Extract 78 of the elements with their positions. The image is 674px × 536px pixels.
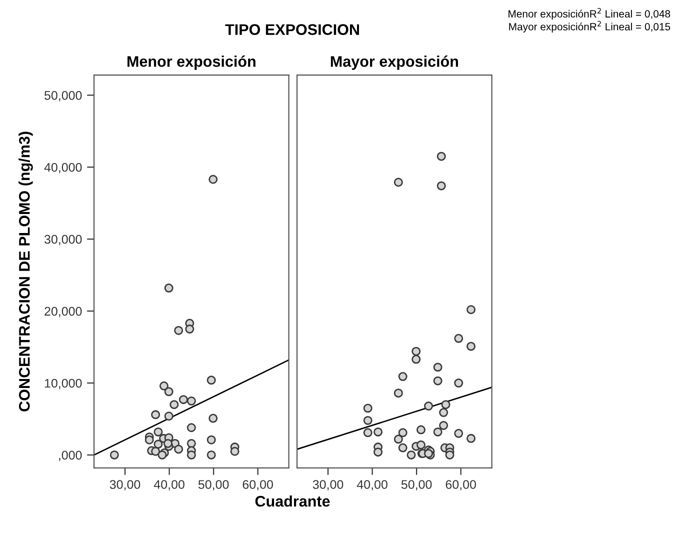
x-tick-label: 30,00: [312, 480, 344, 490]
text: Menor exposiciónR$^{2}$ Lineal = 0,048: [508, 8, 670, 20]
point: [439, 420, 448, 430]
y-tick-label: 10,000: [44, 378, 82, 390]
point: [398, 443, 408, 452]
point: [230, 446, 240, 456]
point: [363, 428, 372, 438]
x-tick-label: 50,00: [198, 480, 229, 490]
point: [178, 395, 188, 404]
point: [186, 423, 196, 432]
y-tick-label: 30,000: [44, 234, 82, 246]
point: [185, 324, 194, 334]
point: [206, 450, 216, 460]
point: [394, 178, 403, 187]
y-tick-label: 20,000: [44, 306, 82, 318]
point: [164, 387, 174, 396]
point: [144, 435, 154, 444]
point: [374, 448, 383, 457]
point: [466, 434, 476, 443]
point: [416, 440, 426, 450]
point: [374, 427, 383, 436]
y-tick-label: ,000: [59, 450, 82, 462]
x-tick-label: 40,00: [154, 480, 184, 490]
text: TIPO EXPOSICION: [225, 24, 359, 35]
point: [208, 414, 218, 423]
point: [208, 174, 218, 184]
point: [363, 416, 372, 425]
x-tick-label: 60,00: [446, 480, 476, 490]
x-tick-label: 40,00: [356, 480, 388, 490]
x-tick-label: 30,00: [110, 480, 140, 490]
point: [174, 444, 184, 454]
point: [445, 450, 454, 460]
point: [433, 376, 442, 386]
point: [424, 402, 434, 411]
point: [433, 427, 442, 436]
point: [466, 305, 476, 314]
point: [159, 381, 168, 390]
point: [206, 376, 216, 385]
point: [163, 438, 172, 448]
y-tick-label: 50,000: [44, 90, 82, 102]
chart-title: Menor exposición: [128, 56, 256, 70]
point: [412, 354, 421, 364]
point: [164, 284, 174, 293]
point: [151, 410, 160, 420]
point: [174, 326, 184, 335]
point: [363, 404, 372, 413]
point: [186, 450, 196, 460]
point: [170, 400, 179, 410]
point: [164, 412, 174, 421]
point: [154, 427, 163, 436]
y-tick-label: 40,000: [44, 162, 82, 174]
point: [394, 434, 403, 444]
x-tick-label: 50,00: [401, 480, 432, 490]
point: [439, 408, 448, 418]
point: [416, 425, 426, 434]
text: Mayor exposiciónR$^{2}$ Lineal = 0,015: [509, 20, 670, 32]
point: [186, 396, 196, 406]
point: [454, 428, 464, 438]
point: [412, 346, 421, 356]
point: [441, 400, 450, 410]
point: [398, 428, 408, 438]
point: [454, 378, 464, 388]
point: [206, 435, 216, 444]
point: [186, 438, 196, 448]
point: [394, 388, 403, 398]
point: [154, 440, 163, 449]
point: [436, 152, 446, 161]
point: [433, 362, 442, 372]
y-axis-title: CONCENTRACION DE PLOMO (ng/m3): [18, 132, 33, 412]
x-axis-title: Cuadrante: [255, 495, 330, 507]
point: [436, 181, 446, 190]
point: [406, 450, 416, 460]
point: [398, 372, 408, 382]
x-tick-label: 60,00: [242, 480, 273, 490]
point: [466, 342, 476, 351]
point: [110, 450, 119, 460]
chart-title: Mayor exposición: [330, 56, 458, 70]
point: [454, 334, 464, 343]
